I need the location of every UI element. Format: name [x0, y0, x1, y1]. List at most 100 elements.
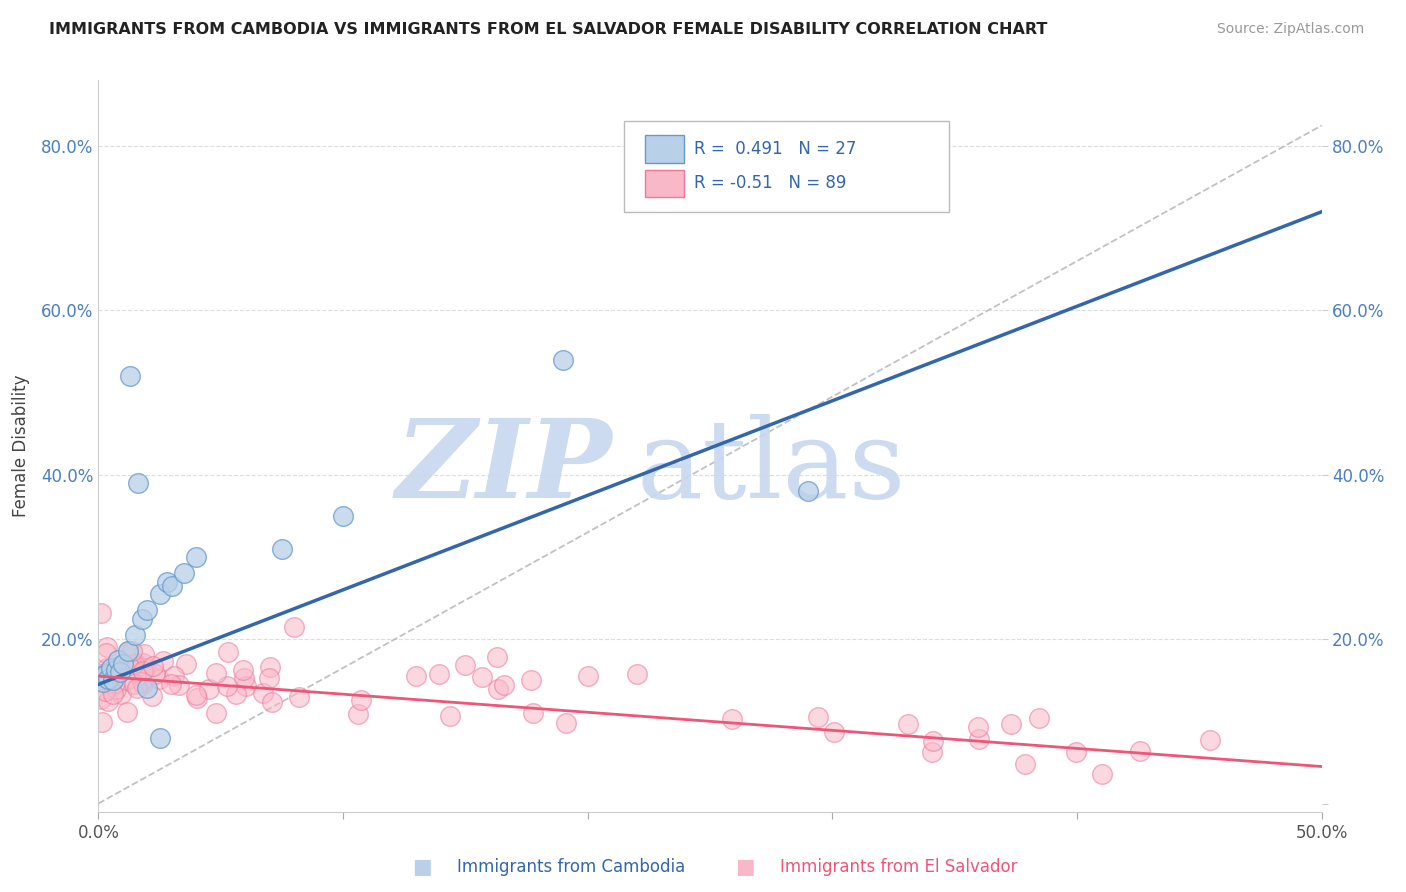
Point: [107, 653, 129, 667]
Point: [132, 664, 155, 678]
Point: [966, 720, 988, 734]
Point: [626, 666, 648, 681]
Bar: [645, 169, 685, 197]
Point: [173, 566, 195, 581]
Point: [91, 674, 114, 689]
Point: [156, 574, 179, 589]
Text: R =  0.491   N = 27: R = 0.491 N = 27: [695, 140, 856, 158]
Point: [205, 706, 228, 720]
Point: [90, 673, 112, 688]
Point: [117, 644, 139, 658]
Point: [347, 706, 370, 721]
Point: [131, 611, 153, 625]
Point: [148, 672, 170, 686]
Point: [492, 678, 515, 692]
Text: ZIP: ZIP: [395, 414, 612, 522]
Point: [110, 663, 132, 677]
Point: [897, 716, 920, 731]
Point: [429, 666, 451, 681]
Point: [1198, 733, 1220, 747]
Point: [132, 677, 155, 691]
Point: [96, 661, 118, 675]
Point: [105, 666, 128, 681]
Y-axis label: Female Disability: Female Disability: [11, 375, 30, 517]
Point: [1091, 767, 1114, 781]
Point: [101, 687, 124, 701]
Point: [921, 734, 943, 748]
Point: [1066, 745, 1088, 759]
Point: [134, 661, 156, 675]
Point: [262, 696, 284, 710]
Point: [921, 745, 943, 759]
Point: [439, 708, 461, 723]
Point: [97, 672, 120, 686]
Point: [97, 677, 120, 691]
Point: [720, 712, 742, 726]
Point: [350, 692, 373, 706]
Point: [134, 647, 156, 661]
Point: [405, 669, 427, 683]
Point: [149, 587, 172, 601]
Point: [104, 663, 127, 677]
Point: [93, 670, 115, 684]
Point: [235, 679, 257, 693]
Point: [288, 690, 311, 705]
Point: [124, 656, 146, 670]
Point: [184, 688, 207, 702]
Point: [1028, 711, 1050, 725]
Point: [225, 687, 247, 701]
Point: [124, 628, 146, 642]
Point: [967, 731, 990, 746]
Point: [215, 679, 238, 693]
Point: [143, 667, 166, 681]
Point: [149, 731, 172, 745]
Point: [554, 715, 576, 730]
Point: [217, 645, 239, 659]
Text: R = -0.51   N = 89: R = -0.51 N = 89: [695, 175, 846, 193]
Point: [124, 677, 146, 691]
Point: [486, 682, 509, 697]
Point: [797, 484, 820, 499]
Point: [115, 673, 138, 687]
Point: [105, 682, 128, 697]
Point: [104, 675, 127, 690]
Point: [454, 658, 477, 673]
Point: [90, 669, 112, 683]
Point: [186, 690, 208, 705]
Point: [115, 706, 138, 720]
Text: IMMIGRANTS FROM CAMBODIA VS IMMIGRANTS FROM EL SALVADOR FEMALE DISABILITY CORREL: IMMIGRANTS FROM CAMBODIA VS IMMIGRANTS F…: [49, 22, 1047, 37]
Point: [117, 644, 139, 658]
Point: [174, 657, 197, 671]
Point: [471, 670, 494, 684]
Text: Immigrants from El Salvador: Immigrants from El Salvador: [780, 858, 1018, 876]
Point: [1014, 757, 1036, 772]
Point: [122, 657, 145, 671]
Point: [110, 687, 132, 701]
Point: [197, 682, 219, 697]
Point: [259, 660, 281, 674]
Point: [104, 664, 127, 678]
Point: [807, 710, 830, 724]
Point: [163, 669, 186, 683]
Point: [90, 692, 112, 706]
Point: [232, 664, 254, 678]
Point: [90, 606, 112, 620]
Point: [152, 654, 174, 668]
Point: [132, 656, 155, 670]
Point: [100, 661, 122, 675]
Point: [98, 667, 121, 681]
Point: [131, 674, 153, 689]
Point: [94, 666, 117, 681]
Point: [486, 650, 509, 665]
Point: [520, 673, 543, 688]
Point: [96, 640, 118, 655]
Point: [169, 678, 191, 692]
Text: atlas: atlas: [637, 415, 907, 522]
Point: [121, 644, 143, 658]
Point: [136, 603, 159, 617]
Bar: [645, 136, 685, 163]
Point: [98, 673, 121, 687]
Point: [110, 665, 132, 679]
Point: [823, 724, 845, 739]
Point: [259, 671, 281, 685]
